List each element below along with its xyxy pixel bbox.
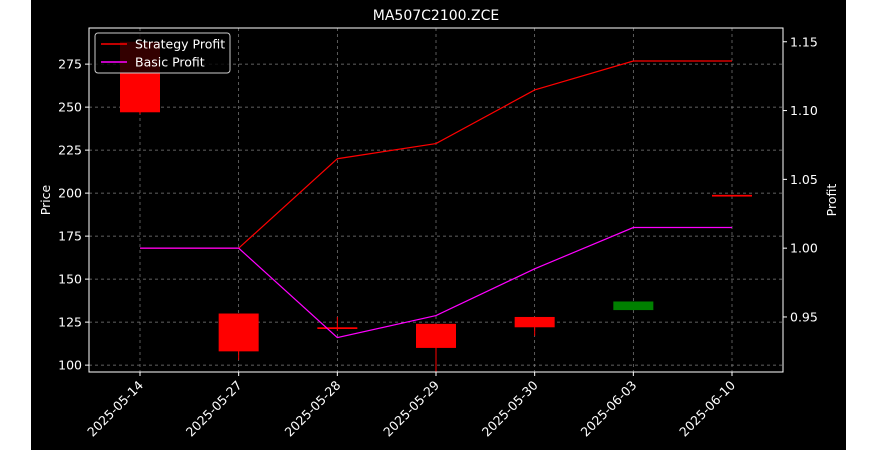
legend-box bbox=[94, 32, 231, 74]
legend-label-basic-profit: Basic Profit bbox=[135, 55, 205, 70]
right-tick-label: 1.05 bbox=[790, 172, 818, 187]
legend-label-strategy-profit: Strategy Profit bbox=[135, 37, 225, 52]
chart-title: MA507C2100.ZCE bbox=[373, 8, 499, 24]
series-line-basic-profit bbox=[140, 226, 732, 339]
profit-lines bbox=[140, 60, 732, 339]
left-tick-label: 275 bbox=[58, 57, 82, 72]
left-axis-label: Price bbox=[38, 184, 53, 215]
legend: Strategy Profit Basic Profit bbox=[94, 32, 231, 74]
left-tick-label: 200 bbox=[58, 186, 82, 201]
left-tick-label: 150 bbox=[58, 272, 82, 287]
left-tick-label: 100 bbox=[58, 358, 82, 373]
left-tick-label: 175 bbox=[58, 229, 82, 244]
left-axis-ticks: 100 125 150 175 200 225 250 275 bbox=[58, 57, 89, 373]
candle-body bbox=[712, 194, 752, 197]
candlesticks bbox=[120, 38, 752, 372]
left-tick-label: 250 bbox=[58, 100, 82, 115]
right-tick-label: 0.95 bbox=[790, 309, 818, 324]
grid-lines bbox=[89, 28, 783, 372]
left-tick-label: 225 bbox=[58, 143, 82, 158]
right-tick-label: 1.15 bbox=[790, 34, 818, 49]
candle-body bbox=[218, 313, 259, 352]
candle-body bbox=[416, 323, 456, 348]
right-tick-label: 1.00 bbox=[790, 241, 818, 256]
right-axis-label: Profit bbox=[824, 184, 839, 217]
right-tick-label: 1.10 bbox=[790, 103, 818, 118]
candle-body bbox=[317, 327, 358, 329]
candle-body bbox=[613, 301, 654, 311]
left-tick-label: 125 bbox=[58, 315, 82, 330]
candle-body bbox=[514, 316, 555, 328]
plot-background bbox=[89, 28, 783, 372]
right-axis-ticks: 0.95 1.00 1.05 1.10 1.15 bbox=[783, 34, 818, 324]
